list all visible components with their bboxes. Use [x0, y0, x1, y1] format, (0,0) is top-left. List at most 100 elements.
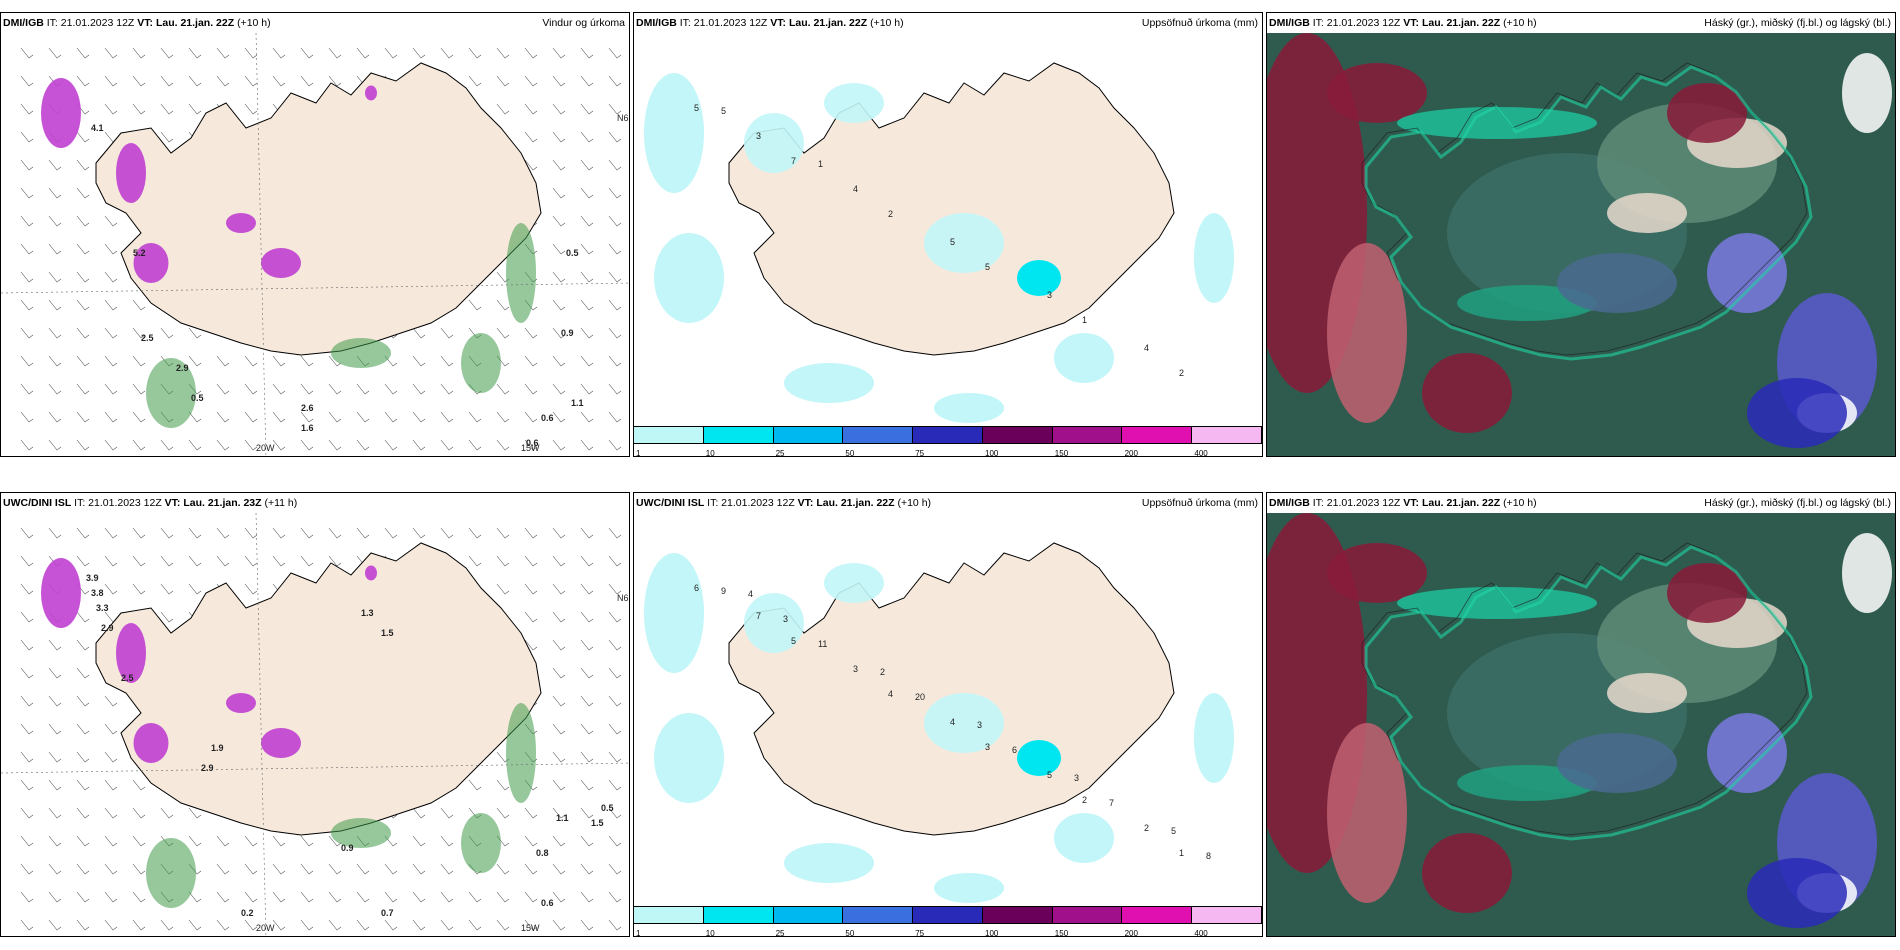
wind-barb: [608, 75, 622, 87]
wind-barb: [552, 327, 566, 339]
wind-barb: [524, 383, 538, 395]
wind-barb: [104, 807, 118, 819]
wind-barb: [440, 47, 454, 59]
wind-barb: [20, 639, 34, 651]
map-canvas[interactable]: [634, 33, 1262, 456]
valid-label: VT:: [164, 497, 181, 509]
init-time: IT: 21.01.2023 12Z: [1312, 497, 1401, 509]
wind-barb: [188, 327, 202, 339]
wind-barb: [48, 695, 62, 707]
map-panel-2: DMI/IGB IT: 21.01.2023 12Z VT: Lau. 21.j…: [633, 12, 1263, 457]
valid-time: Lau. 21.jan. 22Z: [816, 497, 895, 509]
wind-barb: [48, 667, 62, 679]
accum-value: 4: [853, 184, 859, 194]
lead-time: (+10 h): [897, 497, 932, 509]
wind-barb: [440, 355, 454, 367]
wind-barb: [608, 583, 622, 595]
colorbar-tick-label: 10: [705, 929, 715, 937]
lat-label-65n: N65: [617, 113, 629, 123]
wind-barb: [524, 103, 538, 115]
wind-barb: [300, 891, 314, 903]
wind-barb: [356, 919, 370, 931]
wind-barb: [20, 751, 34, 763]
wind-barb: [160, 919, 174, 931]
colorbar-segment: [773, 907, 844, 923]
wind-barb: [608, 863, 622, 875]
wind-barb: [104, 583, 118, 595]
wind-barb: [76, 439, 90, 451]
wind-barb: [468, 527, 482, 539]
wind-barb: [188, 835, 202, 847]
wind-barb: [580, 271, 594, 283]
wind-barb: [48, 919, 62, 931]
wind-barb: [524, 555, 538, 567]
wind-barb: [76, 383, 90, 395]
colorbar-segment: [843, 907, 914, 923]
wind-barb: [76, 863, 90, 875]
colorbar-tick-label: 400: [1194, 449, 1208, 457]
wind-barb: [244, 919, 258, 931]
precip-green-0: [146, 838, 196, 908]
wind-barb: [356, 891, 370, 903]
iceland-land: [728, 62, 1175, 356]
map-svg: [1, 513, 629, 936]
colorbar-tick-label: 200: [1124, 449, 1138, 457]
accum-value: 8: [1206, 851, 1212, 861]
wind-barb: [440, 411, 454, 423]
wind-barb: [160, 527, 174, 539]
wind-barb: [76, 299, 90, 311]
map-canvas[interactable]: [1, 33, 629, 456]
wind-barb: [608, 751, 622, 763]
wind-barb: [524, 527, 538, 539]
wind-barb: [412, 383, 426, 395]
wind-barb: [496, 47, 510, 59]
wind-barb: [104, 835, 118, 847]
wind-barb: [76, 611, 90, 623]
precip-value: 3.3: [96, 603, 109, 613]
wind-barb: [552, 695, 566, 707]
wind-barb: [132, 47, 146, 59]
wind-barb: [216, 919, 230, 931]
wind-barb: [496, 383, 510, 395]
accum-value: 3: [756, 131, 762, 141]
wind-barb: [20, 383, 34, 395]
precip-band-4: [784, 363, 874, 403]
wind-barb: [524, 919, 538, 931]
lat-label-65n: N65: [617, 593, 629, 603]
precip-band-0: [644, 73, 704, 193]
map-canvas[interactable]: [1267, 33, 1895, 456]
wind-barb: [384, 919, 398, 931]
model-name: UWC/DINI ISL: [3, 497, 72, 509]
wind-barb: [384, 891, 398, 903]
accum-value: 2: [888, 209, 894, 219]
wind-barb: [468, 299, 482, 311]
wind-barb: [132, 75, 146, 87]
wind-barb: [608, 271, 622, 283]
wind-barb: [384, 411, 398, 423]
wind-barb: [76, 639, 90, 651]
cloud-layer-8: [1707, 233, 1787, 313]
wind-barb: [412, 47, 426, 59]
precip-value: 5.2: [133, 248, 146, 258]
map-canvas[interactable]: [1267, 513, 1895, 936]
colorbar-tick-label: 150: [1054, 449, 1069, 457]
precip-band-0: [644, 553, 704, 673]
wind-barb: [552, 299, 566, 311]
wind-barb: [76, 723, 90, 735]
valid-time: Lau. 21.jan. 22Z: [155, 17, 235, 29]
wind-barb: [272, 891, 286, 903]
wind-barb: [552, 103, 566, 115]
colorbar-segment: [703, 427, 774, 443]
iceland-land: [728, 542, 1175, 836]
map-canvas[interactable]: [634, 513, 1262, 936]
wind-barb: [48, 527, 62, 539]
accum-value: 2: [1179, 368, 1185, 378]
wind-barb: [188, 919, 202, 931]
valid-label: VT:: [1403, 497, 1420, 509]
precip-land-1: [924, 693, 1004, 753]
cloud-layer-15: [1422, 833, 1512, 913]
valid-time: Lau. 21.jan. 22Z: [1421, 17, 1501, 29]
wind-barb: [132, 527, 146, 539]
wind-barb: [580, 639, 594, 651]
map-canvas[interactable]: [1, 513, 629, 936]
